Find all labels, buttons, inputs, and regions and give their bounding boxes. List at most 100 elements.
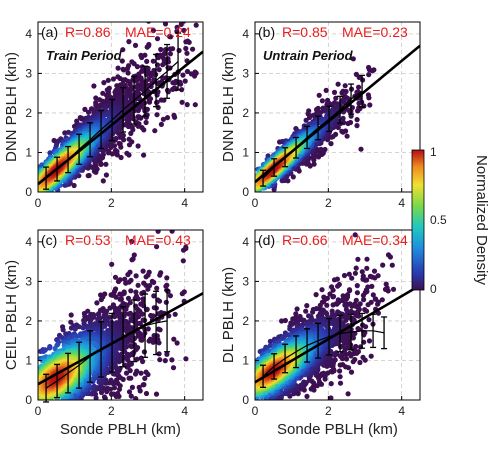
y-tick-label: 4: [242, 27, 249, 41]
scatter-point: [126, 39, 132, 45]
scatter-point: [331, 89, 338, 95]
y-axis-title: DNN PBLH (km): [3, 52, 20, 162]
scatter-point: [134, 356, 140, 362]
scatter-point: [100, 178, 106, 184]
scatter-point: [350, 56, 356, 62]
scatter-point: [158, 46, 164, 53]
scatter-point: [188, 71, 194, 77]
scatter-point: [109, 151, 115, 157]
scatter-point: [319, 98, 325, 104]
scatter-point: [167, 46, 173, 52]
scatter-point: [103, 161, 109, 167]
scatter-point: [103, 172, 109, 178]
scatter-point: [40, 348, 47, 354]
scatter-point: [135, 282, 141, 288]
scatter-point: [93, 95, 99, 101]
y-tick-label: 3: [242, 66, 249, 80]
scatter-point: [68, 312, 74, 318]
scatter-point: [110, 76, 117, 82]
scatter-point: [155, 311, 161, 317]
scatter-point: [148, 72, 154, 79]
bin-mean-line: [262, 90, 363, 179]
scatter-point: [171, 336, 177, 342]
scatter-point: [157, 357, 163, 363]
scatter-point: [348, 113, 354, 119]
scatter-point: [115, 65, 121, 71]
scatter-point: [181, 27, 187, 33]
bin-mean-line: [45, 61, 179, 179]
scatter-point: [139, 290, 145, 296]
scatter-point: [141, 349, 147, 355]
scatter-point: [164, 275, 170, 281]
scatter-point: [358, 146, 364, 152]
scatter-point: [146, 22, 152, 24]
scatter-point: [279, 178, 285, 184]
scatter-point: [139, 54, 145, 61]
scatter-point: [345, 120, 351, 127]
scatter-point: [111, 385, 118, 391]
scatter-point: [135, 114, 141, 120]
scatter-point: [133, 396, 139, 400]
scatter-point: [162, 50, 168, 57]
scatter-point: [119, 58, 125, 64]
scatter-point: [157, 272, 163, 278]
scatter-point: [123, 280, 129, 286]
scatter-point: [120, 47, 126, 53]
scatter-point: [154, 36, 161, 42]
scatter-point: [155, 230, 161, 234]
scatter-point: [156, 351, 162, 357]
scatter-point: [138, 76, 144, 82]
scatter-point: [148, 312, 154, 319]
scatter-point: [170, 365, 177, 371]
scatter-point: [80, 325, 86, 331]
scatter-point: [163, 299, 169, 305]
scatter-point: [72, 326, 78, 332]
scatter-point: [169, 230, 175, 234]
y-axis-title: DNN PBLH (km): [220, 52, 237, 162]
scatter-point: [117, 296, 123, 302]
scatter-point: [158, 97, 164, 103]
scatter-point: [328, 141, 334, 147]
scatter-point: [109, 261, 115, 267]
scatter-points: [255, 56, 377, 192]
scatter-point: [138, 301, 144, 307]
scatter-point: [47, 150, 53, 156]
scatter-point: [343, 88, 349, 95]
scatter-point: [138, 370, 144, 376]
scatter-point: [354, 123, 360, 129]
scatter-point: [124, 65, 131, 72]
scatter-point: [115, 390, 121, 397]
y-tick-label: 3: [25, 66, 32, 80]
scatter-point: [151, 279, 157, 285]
scatter-point: [129, 257, 135, 263]
scatter-point: [125, 70, 131, 76]
scatter-point: [160, 62, 166, 68]
scatter-point: [155, 55, 161, 61]
period-label: Untrain Period: [263, 48, 354, 63]
scatter-point: [151, 333, 157, 339]
scatter-point: [184, 50, 190, 56]
scatter-point: [179, 87, 185, 93]
scatter-point: [290, 174, 296, 180]
scatter-point: [190, 46, 196, 52]
scatter-point: [323, 87, 329, 93]
scatter-point: [182, 7, 187, 12]
scatter-point: [47, 345, 53, 351]
scatter-point: [193, 22, 199, 28]
scatter-point: [344, 133, 350, 139]
scatter-point: [138, 337, 144, 343]
scatter-point: [140, 296, 146, 302]
scatter-point: [126, 375, 132, 381]
scatter-point: [123, 306, 129, 312]
scatter-point: [144, 44, 150, 50]
scatter-point: [133, 289, 139, 295]
scatter-point: [134, 368, 140, 374]
scatter-point: [91, 83, 97, 89]
scatter-point: [133, 273, 139, 279]
panel-label: (b): [258, 24, 275, 40]
scatter-point: [176, 47, 182, 54]
scatter-point: [91, 383, 97, 389]
scatter-point: [311, 161, 317, 167]
stat-mae: MAE=0.24: [125, 24, 191, 40]
